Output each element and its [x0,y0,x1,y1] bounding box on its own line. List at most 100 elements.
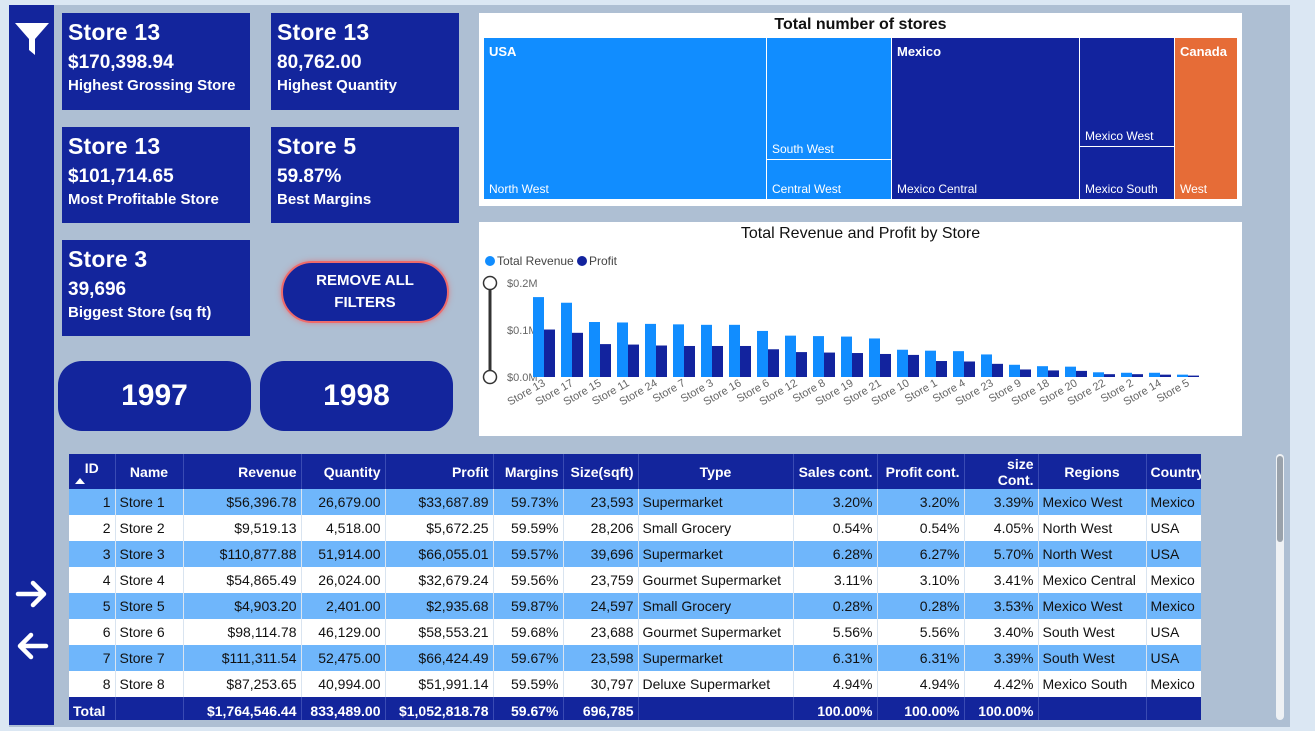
table-row[interactable]: 7 Store 7 $111,311.54 52,475.00 $66,424.49 59… [69,645,1201,671]
column-header[interactable]: Sales cont. [793,454,878,489]
table-cell: $58,553.21 [385,619,494,645]
remove-all-filters-button[interactable]: REMOVE ALL FILTERS [281,261,449,323]
chart-title: Total Revenue and Profit by Store [740,225,981,242]
legend-label: Total Revenue [497,254,574,268]
table-cell: 1 [69,489,116,515]
column-header[interactable]: ID [69,454,116,489]
column-header[interactable]: Quantity [301,454,386,489]
table-cell: 4.42% [964,671,1039,697]
table-cell: South West [1038,619,1147,645]
sort-ascending-icon[interactable] [75,477,85,484]
table-body: 1 Store 1 $56,396.78 26,679.00 $33,687.89 59.… [69,489,1201,697]
table-cell: 4.05% [964,515,1039,541]
legend-dot [485,256,495,266]
table-cell: 59.56% [493,567,564,593]
table-cell: 3.41% [964,567,1039,593]
y-range-slider-handle-bottom [482,369,498,385]
kpi-value: 39,696 [68,279,127,300]
kpi-label: Best Margins [277,191,372,208]
treemap-region-label: West [1180,182,1208,196]
column-header[interactable]: Profit cont. [877,454,965,489]
table-cell: 59.67% [493,645,564,671]
column-header[interactable]: Regions [1038,454,1147,489]
treemap-country-label: Mexico [897,44,942,59]
bar-revenue [841,336,852,377]
column-header[interactable]: Revenue [183,454,302,489]
treemap-cell-canada-west[interactable]: Canada West [1175,38,1237,199]
year-1998-button[interactable]: 1998 [260,361,453,431]
column-header[interactable]: Type [638,454,794,489]
table-cell: 26,024.00 [301,567,386,593]
bar-revenue [589,322,600,377]
bar-revenue [729,324,740,377]
year-1998-label: 1998 [323,379,390,412]
arrow-right-icon[interactable] [9,576,54,612]
table-cell: 0.54% [877,515,965,541]
column-header[interactable]: Name [115,454,184,489]
treemap-country-label: Canada [1180,44,1227,59]
treemap-cell-south-west[interactable]: South West [767,38,891,159]
table-cell: Mexico West [1038,489,1147,515]
table-cell: $56,396.78 [183,489,302,515]
table-scrollbar[interactable] [1276,454,1284,720]
treemap-cell-mexico-south[interactable]: Mexico South [1080,147,1174,199]
table-cell: 24,597 [563,593,639,619]
treemap-cell-central-west[interactable]: Central West [767,160,891,199]
table-cell: 23,759 [563,567,639,593]
table-cell: North West [1038,515,1147,541]
table-cell: 51,914.00 [301,541,386,567]
table-row[interactable]: 4 Store 4 $54,865.49 26,024.00 $32,679.24 59.… [69,567,1201,593]
table-cell: USA [1146,645,1201,671]
year-1997-button[interactable]: 1997 [58,361,251,431]
kpi-label: Highest Quantity [277,77,398,94]
year-1997-label: 1997 [121,379,188,412]
table-cell: 4 [69,567,116,593]
treemap-cell-mexico-central[interactable]: Mexico Mexico Central [892,38,1079,199]
table-cell: 3.10% [877,567,965,593]
filter-icon[interactable] [9,19,54,59]
total-cell: 100.00% [793,697,878,720]
table-cell: 39,696 [563,541,639,567]
table-cell: Deluxe Supermarket [638,671,794,697]
bar-revenue [981,354,992,377]
table-cell: 59.59% [493,671,564,697]
arrow-left-icon[interactable] [9,628,54,664]
table-cell: 3 [69,541,116,567]
column-header[interactable]: size Cont. [964,454,1039,489]
treemap-cell-mexico-west[interactable]: Mexico West [1080,38,1174,146]
column-header[interactable]: Country [1146,454,1201,489]
table-row[interactable]: 6 Store 6 $98,114.78 46,129.00 $58,553.21 59.… [69,619,1201,645]
table-cell: 3.39% [964,489,1039,515]
table-cell: Small Grocery [638,515,794,541]
bar-chart-panel: Total Revenue and Profit by Store Total … [479,222,1242,436]
table-cell: 5.56% [793,619,878,645]
sidebar [9,5,54,725]
table-row[interactable]: 2 Store 2 $9,519.13 4,518.00 $5,672.25 59.59%… [69,515,1201,541]
total-cell: Total [69,697,116,720]
column-header[interactable]: Size(sqft) [563,454,639,489]
total-cell: 833,489.00 [301,697,386,720]
table-scroll-thumb[interactable] [1277,456,1283,542]
table-row[interactable]: 8 Store 8 $87,253.65 40,994.00 $51,991.14 59.… [69,671,1201,697]
table-cell: 2,401.00 [301,593,386,619]
treemap-panel: Total number of stores USA North West So… [479,13,1242,206]
treemap-cell-usa-north-west[interactable]: USA North West [484,38,766,199]
bar-profit [852,353,863,377]
bar-profit [768,349,779,377]
table-row[interactable]: 3 Store 3 $110,877.88 51,914.00 $66,055.01 59… [69,541,1201,567]
table-cell: $110,877.88 [183,541,302,567]
treemap-region-label: Mexico Central [897,182,978,196]
table-row[interactable]: 5 Store 5 $4,903.20 2,401.00 $2,935.68 59.87%… [69,593,1201,619]
bar-revenue [953,351,964,377]
table-cell: $66,424.49 [385,645,494,671]
table-cell: 3.20% [793,489,878,515]
kpi-best-margins: Store 5 59.87% Best Margins [271,127,459,223]
table-cell: 0.28% [877,593,965,619]
bar-profit [1076,370,1087,377]
table-cell: 7 [69,645,116,671]
column-header[interactable]: Margins [493,454,564,489]
treemap-region-label: Mexico West [1085,129,1154,143]
table-row[interactable]: 1 Store 1 $56,396.78 26,679.00 $33,687.89 59.… [69,489,1201,515]
table-cell: Supermarket [638,645,794,671]
column-header[interactable]: Profit [385,454,494,489]
